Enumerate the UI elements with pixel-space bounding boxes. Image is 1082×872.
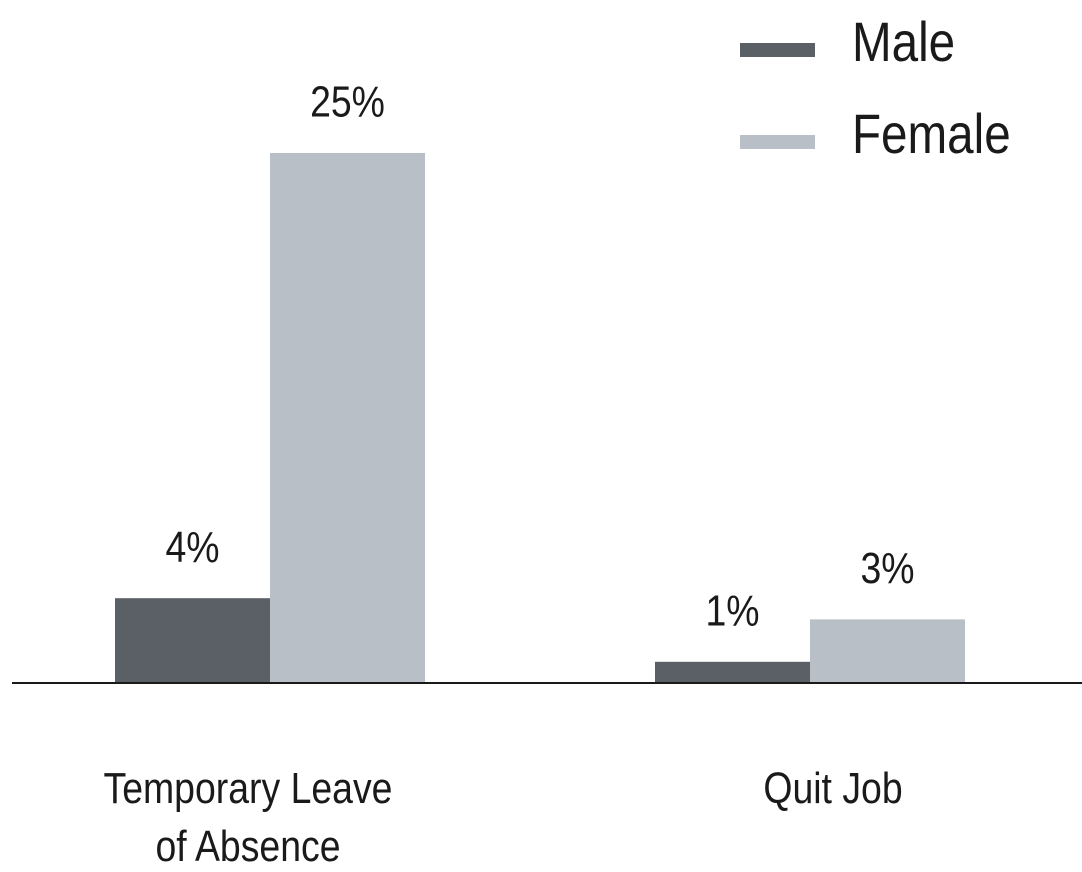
- x-tick-label: Temporary Leave of Absence: [103, 764, 393, 871]
- bar: [810, 619, 965, 683]
- value-label: 4%: [165, 522, 219, 572]
- value-label: 25%: [310, 77, 385, 127]
- value-label: 3%: [860, 543, 914, 593]
- x-tick-label: Quit Job: [763, 764, 903, 813]
- legend-label: Female: [852, 103, 1011, 165]
- bar: [655, 661, 810, 683]
- bar: [115, 598, 270, 683]
- legend-swatch: [740, 135, 815, 149]
- bar: [270, 153, 425, 683]
- legend-swatch: [740, 43, 815, 57]
- legend-label: Male: [852, 11, 955, 73]
- value-label: 1%: [705, 586, 759, 636]
